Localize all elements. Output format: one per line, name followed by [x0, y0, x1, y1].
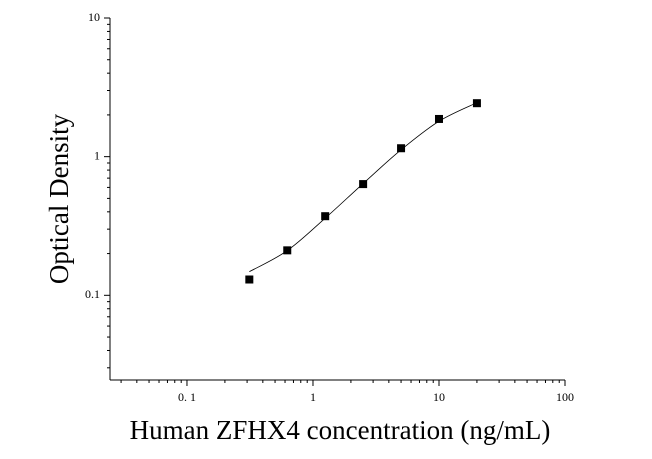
x-tick-label: 100	[556, 390, 574, 404]
data-point	[321, 212, 330, 221]
data-point	[359, 180, 368, 189]
data-point	[434, 114, 443, 123]
x-tick-label: 0. 1	[178, 390, 196, 404]
data-point	[472, 99, 481, 108]
data-point	[397, 144, 406, 153]
y-tick-label: 10	[88, 10, 100, 24]
y-tick-label: 1	[94, 148, 100, 162]
fit-curve	[249, 102, 478, 273]
x-tick-label: 1	[310, 390, 316, 404]
x-tick-label: 10	[433, 390, 445, 404]
data-point	[245, 275, 254, 284]
y-axis-title: Optical Density	[44, 113, 74, 284]
y-tick-label: 0.1	[85, 287, 100, 301]
x-axis-title: Human ZFHX4 concentration (ng/mL)	[130, 415, 551, 445]
